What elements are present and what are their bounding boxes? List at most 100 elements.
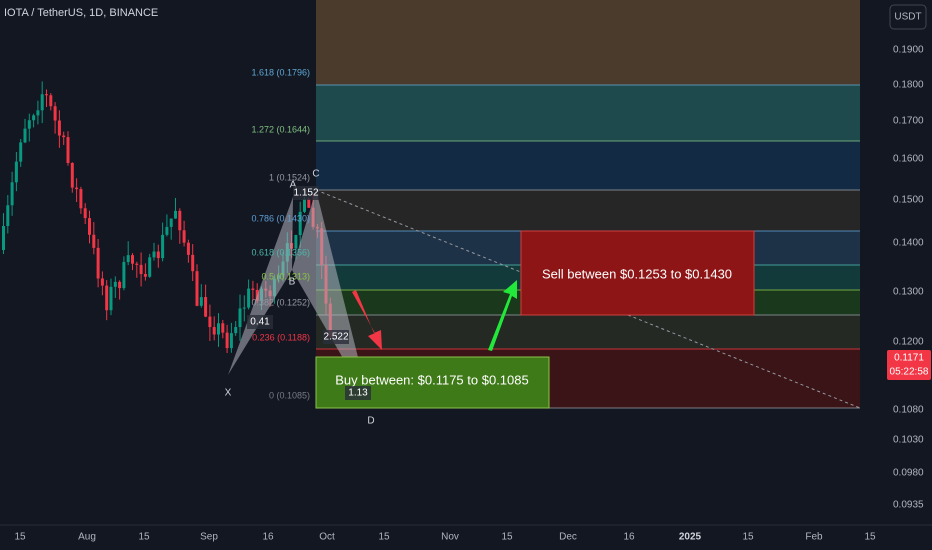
pattern-point: B: [289, 277, 296, 288]
pattern-ratio: 1.152: [293, 188, 318, 199]
candle-body: [152, 251, 156, 258]
candle-body: [49, 95, 53, 107]
candle-body: [45, 94, 48, 96]
candle-body: [238, 308, 242, 328]
labels: 1.618 (0.1796) 1.272 (0.1644) 1 (0.1524) 0.…: [225, 67, 375, 426]
candle-body: [234, 327, 238, 334]
candle-body: [36, 110, 40, 116]
candle-body: [148, 257, 152, 277]
ratio-bg: [323, 330, 349, 344]
price-label: 0.1030: [893, 435, 924, 446]
candle-body: [229, 333, 233, 349]
sell-label: Sell between $0.1253 to $0.1430: [542, 266, 732, 281]
time-label: 15: [138, 532, 150, 543]
fib-label: 0.5 (0.1313): [261, 271, 310, 281]
candle-body: [66, 137, 70, 163]
buy-label: Buy between: $0.1175 to $0.1085: [335, 372, 528, 387]
pattern-bcd: [292, 190, 370, 405]
pattern-point: A: [290, 180, 297, 191]
time-label: 15: [742, 532, 754, 543]
price-tag: [887, 350, 931, 380]
candle-body: [251, 288, 255, 290]
candle-body: [161, 234, 165, 259]
fib-label: 0.786 (0.1430): [251, 213, 310, 223]
candle-body: [2, 226, 5, 250]
price-label: 0.1080: [893, 405, 924, 416]
arrow-down: [352, 290, 382, 350]
time-label: 15: [14, 532, 26, 543]
time-label: Feb: [805, 532, 823, 543]
candle-body: [96, 247, 100, 279]
pattern-xab: [228, 197, 293, 375]
candle-body: [225, 332, 229, 349]
candle-body: [294, 235, 298, 249]
time-label: 15: [378, 532, 390, 543]
price-axis: [885, 0, 932, 525]
candle-body: [6, 205, 10, 227]
current-price: 0.1171: [894, 353, 924, 364]
candle-body: [75, 187, 79, 190]
pattern-ratio: 2.522: [323, 332, 348, 343]
price-label: 0.1900: [893, 45, 924, 56]
candle-body: [139, 264, 143, 275]
price-label: 0.1400: [893, 238, 924, 249]
sell-box: [520, 230, 755, 316]
time-label: 16: [623, 532, 635, 543]
candle-body: [109, 286, 113, 311]
price-label: 0.1700: [893, 116, 924, 127]
time-label: Dec: [559, 532, 577, 543]
candle-body: [118, 281, 122, 289]
candle-body: [70, 162, 74, 188]
time-label: 16: [262, 532, 274, 543]
time-label: Oct: [319, 532, 335, 543]
fib-label: 0.236 (0.1188): [252, 332, 310, 342]
ratio-bg: [247, 315, 273, 329]
price-label: 0.0935: [893, 500, 924, 511]
pattern-ratio: 1.13: [348, 388, 368, 399]
candle-body: [174, 210, 177, 219]
candle-body: [307, 198, 311, 208]
fib-zone: [316, 141, 860, 190]
candle-body: [182, 230, 186, 243]
price-label: 0.1800: [893, 80, 924, 91]
candle-body: [178, 210, 182, 231]
fib-label: 0.618 (0.1356): [251, 247, 310, 257]
candle-body: [57, 120, 61, 136]
candle-body: [303, 198, 306, 212]
countdown: 05:22:58: [890, 367, 929, 378]
candle-body: [221, 323, 225, 333]
candle-body: [105, 285, 109, 311]
pattern-ratio: 0.41: [250, 317, 270, 328]
fib-zones: [316, 0, 860, 409]
candle-body: [79, 189, 83, 209]
candle-body: [122, 262, 126, 289]
candle-body: [10, 182, 14, 206]
trend-line: [315, 189, 861, 409]
pattern-point: C: [312, 169, 319, 180]
candle-body: [217, 323, 220, 335]
symbol-title: IOTA / TetherUS, 1D, BINANCE: [4, 7, 158, 19]
candle-body: [92, 234, 96, 248]
pattern-point: D: [367, 416, 374, 427]
fib-zone: [316, 85, 860, 141]
fib-zone: [316, 190, 860, 231]
candle-body: [113, 281, 117, 287]
candle-body: [14, 161, 18, 183]
price-label: 0.1200: [893, 337, 924, 348]
candle-body: [212, 327, 216, 335]
candle-body: [135, 263, 139, 265]
ratio-bg: [293, 186, 319, 200]
candle-body: [23, 128, 27, 143]
fib-zone: [316, 315, 860, 349]
arrow-up: [488, 280, 517, 351]
candle-body: [53, 106, 57, 121]
candle-body: [62, 135, 66, 138]
candle-body: [100, 278, 104, 286]
candle-body: [191, 254, 195, 272]
currency-button[interactable]: [889, 4, 927, 30]
candle-body: [169, 218, 173, 227]
time-label: 15: [501, 532, 513, 543]
pattern-point: X: [225, 388, 232, 399]
candle-body: [88, 218, 91, 235]
